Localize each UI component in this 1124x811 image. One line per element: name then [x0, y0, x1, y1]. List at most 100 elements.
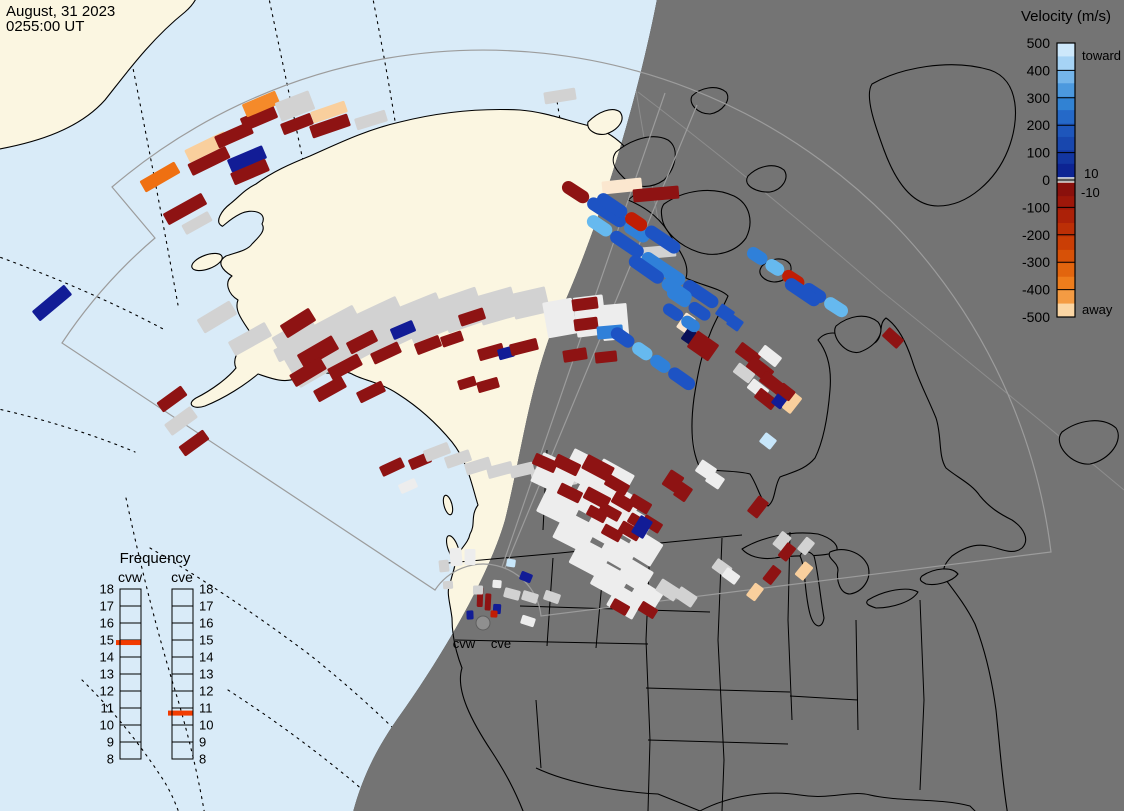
echo-cell — [313, 376, 347, 402]
echo-cell — [532, 453, 558, 473]
echo-cell — [772, 531, 792, 551]
echo-cell — [289, 357, 327, 387]
echo-cell — [509, 461, 535, 479]
colorbar-segment-toward — [1057, 110, 1075, 125]
frequency-ladders: 18 17 16 15 14 13 12 11 10 9 8 18 17 16 15 14 13 12 11 10 9 8 — [100, 582, 214, 767]
radar-fan-label-cve: cve — [491, 636, 511, 651]
echo-cell — [776, 382, 796, 402]
echo-cell — [230, 159, 270, 185]
echo-cell — [632, 185, 680, 203]
echo-strip-segment — [765, 259, 785, 276]
graticule-line — [0, 254, 166, 331]
frequency-scale-label: 18 — [199, 582, 213, 597]
echo-cell — [519, 571, 533, 583]
frequency-scale-label: 13 — [199, 667, 213, 682]
echo-cell — [797, 536, 815, 556]
echo-cell — [474, 286, 520, 326]
colorbar-tick-label: -100 — [1022, 199, 1050, 215]
echo-cell — [486, 461, 514, 479]
echo-strip-segment — [683, 280, 719, 309]
echo-cell — [240, 104, 278, 132]
echo-cell — [606, 584, 644, 620]
echo-cell — [754, 388, 778, 410]
frequency-scale-label: 15 — [199, 633, 213, 648]
echo-cell — [733, 362, 755, 384]
echo-cell — [438, 559, 450, 573]
echo-strip-segment — [681, 315, 700, 333]
echo-cell — [484, 593, 492, 611]
frequency-scale-label: 13 — [100, 667, 114, 682]
echo-cell — [477, 343, 505, 361]
echo-cell — [581, 454, 615, 482]
echo-cell — [197, 300, 237, 334]
echo-cell — [398, 478, 418, 494]
colorbar-segment-away — [1057, 236, 1075, 251]
echo-cell — [164, 406, 198, 436]
echo-strip-segment — [688, 301, 711, 321]
echo-cell — [280, 308, 316, 338]
frequency-ladder-frame — [119, 588, 142, 760]
frequency-scale-label: 12 — [100, 684, 114, 699]
echo-cell — [705, 470, 725, 490]
echo-cell — [442, 580, 454, 590]
echo-strip-segment — [662, 303, 684, 321]
colorbar-segment-away — [1057, 276, 1075, 291]
echo-cell — [794, 561, 814, 581]
echo-cell — [631, 515, 653, 539]
echo-cell — [598, 502, 622, 522]
echo-cell — [472, 585, 484, 595]
colorbar-segment-away — [1057, 182, 1075, 197]
frequency-scale-label: 16 — [199, 616, 213, 631]
echo-cell — [181, 211, 213, 235]
echo-cell — [309, 113, 351, 139]
frequency-marker-cve — [168, 710, 193, 716]
echo-cell — [762, 565, 782, 585]
radar-fan-label-cvw: cvw — [453, 636, 476, 651]
toward-label: toward — [1082, 48, 1121, 63]
echo-strip-segment — [641, 252, 686, 286]
frequency-scale-label: 16 — [100, 616, 114, 631]
colorbar-segment-away — [1057, 196, 1075, 211]
echo-cell — [509, 286, 551, 320]
colorbar-segment-away — [1057, 223, 1075, 237]
echo-strip-segment — [668, 367, 696, 391]
echo-cell — [370, 341, 402, 365]
echo-strip-segment — [650, 354, 671, 373]
echo-cell — [440, 330, 464, 348]
echo-cell — [476, 377, 500, 393]
graticule-line — [637, 91, 1124, 491]
echo-strip-segment — [628, 255, 664, 284]
echo-cell — [297, 335, 339, 369]
frequency-scale-label: 17 — [100, 599, 114, 614]
away-label: away — [1082, 302, 1113, 317]
colorbar-tick-label: 200 — [1027, 117, 1051, 133]
echo-cell — [280, 113, 314, 135]
pos-threshold-label: 10 — [1084, 166, 1098, 181]
echo-strip-segment — [561, 181, 590, 204]
echo-cell — [423, 442, 451, 462]
graticule-line — [149, 547, 401, 736]
echo-cell — [778, 542, 796, 562]
time-label: 0255:00 UT — [6, 18, 84, 35]
colorbar-segment-toward — [1057, 56, 1075, 71]
echo-cell — [610, 598, 630, 616]
echo-cell — [601, 177, 643, 195]
echo-cell — [503, 587, 521, 601]
echo-cell — [242, 90, 280, 118]
echo-strip-segment — [586, 215, 613, 237]
frequency-scale-label: 10 — [199, 718, 213, 733]
frequency-scale-label: 14 — [199, 650, 213, 665]
echo-cell — [275, 90, 315, 122]
echo-cell — [543, 590, 561, 604]
echo-strip-segment — [632, 342, 653, 361]
echo-cell — [32, 285, 72, 321]
frequency-scale-label: 10 — [100, 718, 114, 733]
echo-cell — [457, 375, 477, 391]
echo-cell — [655, 578, 681, 602]
date-label: August, 31 2023 — [6, 3, 115, 20]
echo-strip-segment — [610, 327, 635, 348]
echo-cell — [557, 482, 583, 504]
echo-cell — [674, 586, 698, 608]
frequency-legend: Frequency cvw cve 1817161514131211109818… — [100, 550, 214, 767]
colorbar-segment-away — [1057, 249, 1075, 264]
